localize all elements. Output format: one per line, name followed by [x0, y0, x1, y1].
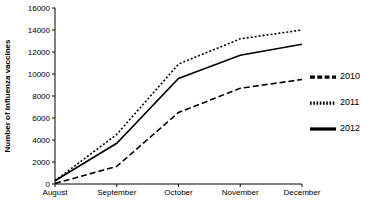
svg-text:6000: 6000: [32, 114, 50, 123]
html-text:2010: 2010: [340, 71, 360, 82]
svg-text:10000: 10000: [28, 70, 51, 79]
svg-text:0: 0: [46, 180, 51, 189]
html-text:2011: 2011: [340, 97, 360, 108]
svg-text:October: October: [164, 188, 193, 197]
svg-text:4000: 4000: [32, 136, 50, 145]
svg-text:November: November: [222, 188, 259, 197]
svg-text:August: August: [43, 188, 69, 197]
svg-text:December: December: [284, 188, 321, 197]
svg-text:September: September: [97, 188, 136, 197]
svg-text:8000: 8000: [32, 92, 50, 101]
html-text:2012: 2012: [340, 123, 360, 134]
svg-text:16000: 16000: [28, 4, 51, 13]
svg-text:Number of influenza vaccines: Number of influenza vaccines: [8, 39, 12, 152]
svg-text:14000: 14000: [28, 26, 51, 35]
svg-text:2000: 2000: [32, 158, 50, 167]
svg-text:12000: 12000: [28, 48, 51, 57]
